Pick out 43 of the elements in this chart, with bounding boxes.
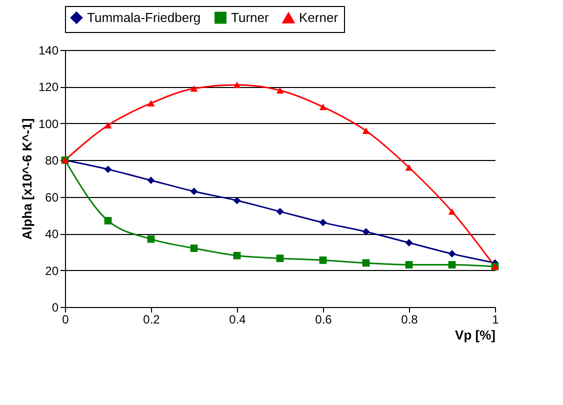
- point: [319, 104, 327, 110]
- point: [233, 196, 241, 204]
- point: [147, 235, 155, 243]
- x-tick-label: 0.8: [401, 312, 418, 326]
- point: [319, 256, 327, 264]
- point: [104, 217, 112, 224]
- point: [405, 164, 413, 171]
- point: [319, 218, 327, 226]
- point: [276, 254, 284, 262]
- point: [104, 166, 112, 174]
- point: [405, 261, 413, 268]
- point: [276, 208, 284, 216]
- point: [362, 259, 370, 267]
- y-tick-label: 120: [38, 80, 59, 94]
- point: [147, 100, 155, 106]
- y-tick-label: 80: [45, 154, 59, 168]
- legend-label: Kerner: [299, 10, 339, 26]
- point: [190, 85, 198, 92]
- legend-label: Tummala-Friedberg: [87, 10, 201, 25]
- point: [233, 82, 241, 88]
- x-axis-title: Vp [%]: [455, 328, 496, 342]
- point: [362, 128, 370, 134]
- y-axis-title: Alpha [x10^-6 K^-1]: [19, 118, 34, 240]
- point: [190, 188, 198, 196]
- point: [448, 208, 456, 215]
- x-tick-label: 0: [62, 312, 70, 326]
- y-tick-label: 60: [45, 190, 59, 204]
- y-tick-label: 0: [52, 300, 59, 314]
- x-tick-label: 0.6: [315, 312, 332, 326]
- x-tick-label: 0.2: [143, 312, 160, 326]
- point: [104, 122, 112, 128]
- point: [190, 244, 198, 252]
- x-tick-label: 1: [492, 312, 500, 326]
- legend-label: Turner: [231, 10, 270, 25]
- point: [147, 176, 155, 184]
- point: [233, 252, 241, 260]
- y-tick-label: 40: [45, 227, 59, 242]
- point: [448, 261, 456, 268]
- y-tick-label: 20: [45, 264, 59, 278]
- point: [276, 87, 284, 94]
- y-tick-label: 140: [38, 44, 59, 58]
- x-tick-label: 0.4: [229, 312, 246, 326]
- y-tick-label: 100: [38, 116, 59, 131]
